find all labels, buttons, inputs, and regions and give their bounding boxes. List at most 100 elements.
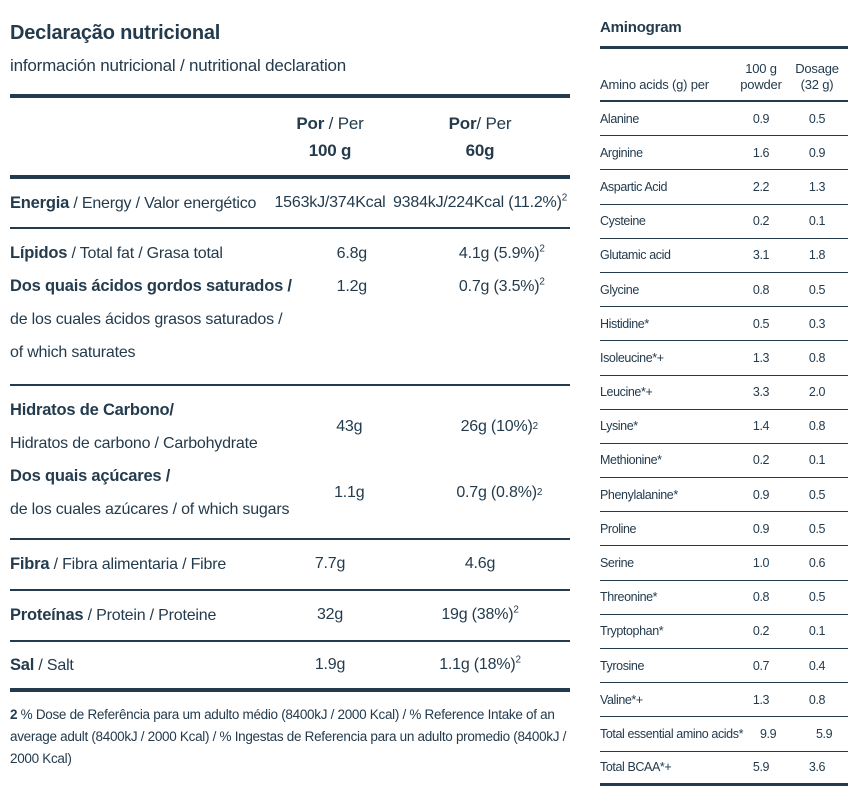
amino-acid-dosage: 0.8 xyxy=(808,350,826,365)
amino-acid-per-100g: 1.3 xyxy=(752,692,770,707)
amino-acid-per-100g: 0.9 xyxy=(752,521,770,536)
aminogram-row: Total BCAA*+ 5.9 3.6 xyxy=(600,752,848,786)
row-protein: Proteínas / Protein / Proteine 32g 19g (… xyxy=(10,591,570,642)
salt-per-60g: 1.1g (18%)2 xyxy=(439,654,521,673)
aminogram-row: Leucine*+ 3.3 2.0 xyxy=(600,376,848,410)
amino-acid-per-100g: 3.1 xyxy=(752,248,770,263)
carbs-per-100g: 43g 1.1g xyxy=(334,418,365,501)
amino-acid-dosage: 0.6 xyxy=(808,556,826,571)
aminogram-title: Aminogram xyxy=(600,18,848,49)
fibre-per-100g: 7.7g xyxy=(314,555,346,573)
amino-acid-dosage: 0.1 xyxy=(808,214,826,229)
amino-acid-per-100g: 5.9 xyxy=(752,760,770,775)
aminogram-row: Tyrosine 0.7 0.4 xyxy=(600,649,848,684)
aminogram-row: Tryptophan* 0.2 0.1 xyxy=(600,615,848,649)
amino-acid-dosage: 0.8 xyxy=(808,692,826,707)
row-fibre: Fibra / Fibra alimentaria / Fibre 7.7g 4… xyxy=(10,540,570,591)
amino-acid-per-100g: 1.3 xyxy=(752,350,770,365)
protein-per-100g: 32g xyxy=(316,606,344,624)
energy-per-60g: 9384kJ/224Kcal (11.2%)2 xyxy=(392,192,568,211)
amino-acid-name: Threonine* xyxy=(600,590,658,605)
amino-acid-name: Aspartic Acid xyxy=(600,179,668,194)
carbs-per-60g: 26g (10%) 2 0.7g (0.8%) 2 xyxy=(456,418,543,501)
nutrition-subtitle: información nutricional / nutritional de… xyxy=(10,56,347,75)
aminogram-row: Serine 1.0 0.6 xyxy=(600,546,848,581)
amino-acid-per-100g: 0.2 xyxy=(752,453,770,468)
amino-acid-per-100g: 0.2 xyxy=(752,214,770,229)
amino-acid-dosage: 0.1 xyxy=(808,453,826,468)
protein-per-60g: 19g (38%)2 xyxy=(441,604,519,624)
amino-acid-per-100g: 1.0 xyxy=(752,556,770,571)
aminogram-row: Total essential amino acids* 9.9 5.9 xyxy=(600,717,848,752)
nutrition-table: Por / Per 100 g Por/ Per 60g Energia / E… xyxy=(10,94,570,692)
amino-acid-per-100g: 0.8 xyxy=(752,282,770,297)
aminogram-panel: Aminogram Amino acids (g) per 100 g powd… xyxy=(600,18,848,786)
amino-acid-per-100g: 1.6 xyxy=(752,145,770,160)
amino-acid-per-100g: 0.8 xyxy=(752,590,770,605)
amino-acid-name: Serine xyxy=(600,556,634,571)
row-fat: Lípidos / Total fat / Grasa total Dos qu… xyxy=(10,229,570,386)
energy-per-100g: 1563kJ/374Kcal xyxy=(274,194,386,211)
amino-acid-dosage: 1.8 xyxy=(808,248,826,263)
row-energy: Energia / Energy / Valor energético 1563… xyxy=(10,179,570,229)
amino-acid-per-100g: 0.9 xyxy=(752,487,770,502)
salt-per-100g: 1.9g xyxy=(314,656,346,673)
reference-intake-footnote: 2 % Dose de Referência para um adulto mé… xyxy=(10,707,567,766)
amino-acid-name: Arginine xyxy=(600,145,643,160)
aminogram-row: Valine*+ 1.3 0.8 xyxy=(600,683,848,718)
amino-acid-dosage: 1.3 xyxy=(808,179,826,194)
amino-acid-per-100g: 9.9 xyxy=(759,726,777,741)
amino-acid-dosage: 0.5 xyxy=(808,487,826,502)
aminogram-row: Glutamic acid 3.1 1.8 xyxy=(600,239,848,273)
aminogram-row: Lysine* 1.4 0.8 xyxy=(600,410,848,444)
amino-acid-name: Valine*+ xyxy=(600,692,643,707)
nutrition-table-header: Por / Per 100 g Por/ Per 60g xyxy=(10,98,570,179)
amino-acid-name: Tryptophan* xyxy=(600,624,664,639)
amino-acid-dosage: 3.6 xyxy=(808,760,826,775)
amino-acid-name: Glutamic acid xyxy=(600,248,671,263)
amino-acid-dosage: 0.4 xyxy=(808,658,826,673)
amino-acid-dosage: 0.8 xyxy=(808,419,826,434)
amino-acid-dosage: 5.9 xyxy=(815,726,833,741)
aminogram-header-dosage: Dosage (32 g) xyxy=(795,61,839,92)
amino-acid-name: Lysine* xyxy=(600,419,638,434)
row-salt: Sal / Salt 1.9g 1.1g (18%)2 xyxy=(10,642,570,692)
amino-acid-name: Leucine*+ xyxy=(600,385,653,400)
aminogram-header-name: Amino acids (g) per xyxy=(600,77,709,92)
amino-acid-name: Isoleucine*+ xyxy=(600,350,664,365)
fibre-per-60g: 4.6g xyxy=(464,555,496,573)
amino-acid-name: Histidine* xyxy=(600,316,649,331)
aminogram-row: Cysteine 0.2 0.1 xyxy=(600,205,848,239)
fat-per-100g: 6.8g 1.2g xyxy=(336,245,368,295)
aminogram-row: Proline 0.9 0.5 xyxy=(600,512,848,547)
amino-acid-name: Alanine xyxy=(600,111,639,126)
fat-per-60g: 4.1g (5.9%)2 0.7g (3.5%)2 xyxy=(458,243,545,295)
amino-acid-dosage: 0.5 xyxy=(808,111,826,126)
aminogram-row: Alanine 0.9 0.5 xyxy=(600,102,848,137)
aminogram-row: Glycine 0.8 0.5 xyxy=(600,273,848,308)
amino-acid-per-100g: 3.3 xyxy=(752,385,770,400)
amino-acid-dosage: 0.9 xyxy=(808,145,826,160)
amino-acid-dosage: 0.3 xyxy=(808,316,826,331)
amino-acid-name: Glycine xyxy=(600,282,639,297)
amino-acid-name: Methionine* xyxy=(600,453,662,468)
amino-acid-name: Proline xyxy=(600,521,637,536)
aminogram-header-100g: 100 g powder xyxy=(740,61,782,92)
aminogram-header: Amino acids (g) per 100 g powder Dosage … xyxy=(600,49,848,102)
column-header-per-100g: Por / Per 100 g xyxy=(296,113,364,160)
amino-acid-name: Total essential amino acids* xyxy=(600,726,744,741)
amino-acid-per-100g: 0.7 xyxy=(752,658,770,673)
amino-acid-name: Phenylalanine* xyxy=(600,487,678,502)
aminogram-row: Histidine* 0.5 0.3 xyxy=(600,307,848,342)
amino-acid-per-100g: 0.9 xyxy=(752,111,770,126)
amino-acid-per-100g: 0.5 xyxy=(752,316,770,331)
amino-acid-dosage: 2.0 xyxy=(808,385,826,400)
aminogram-row: Arginine 1.6 0.9 xyxy=(600,136,848,171)
amino-acid-per-100g: 1.4 xyxy=(752,419,770,434)
amino-acid-name: Total BCAA*+ xyxy=(600,760,672,775)
aminogram-rows: Alanine 0.9 0.5 Arginine 1.6 0.9 Asparti… xyxy=(600,102,848,786)
amino-acid-name: Cysteine xyxy=(600,214,646,229)
aminogram-row: Isoleucine*+ 1.3 0.8 xyxy=(600,341,848,376)
aminogram-row: Threonine* 0.8 0.5 xyxy=(600,581,848,615)
aminogram-row: Phenylalanine* 0.9 0.5 xyxy=(600,478,848,513)
